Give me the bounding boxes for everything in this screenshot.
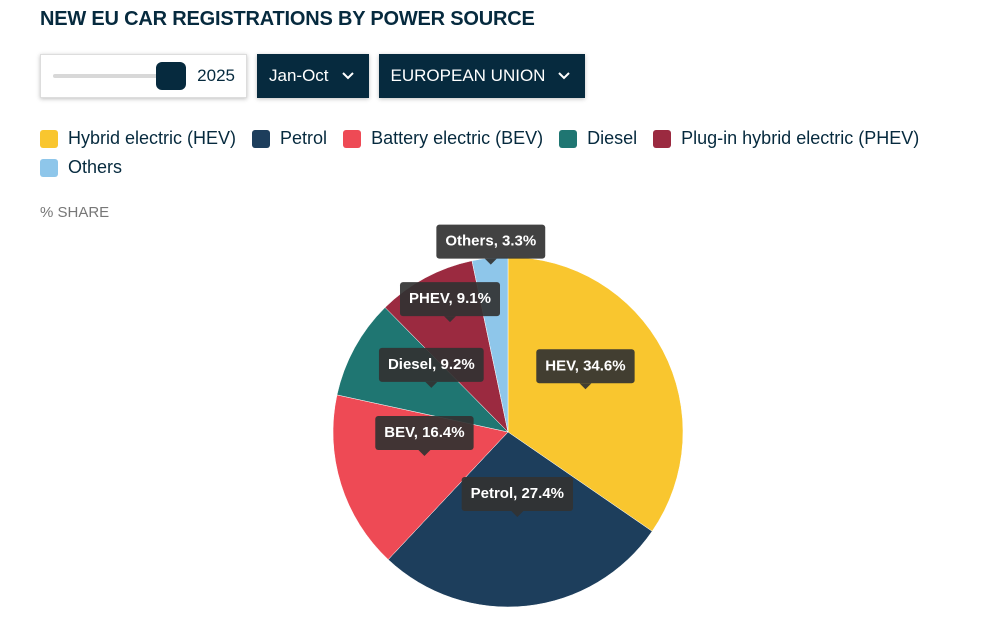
legend-swatch	[252, 129, 271, 148]
label-box	[436, 224, 546, 259]
data-label: PHEV, 9.1%	[399, 282, 500, 323]
legend-label: Petrol	[280, 128, 328, 148]
chevron	[341, 72, 354, 80]
legend-label: Others	[68, 157, 123, 177]
legend-swatch	[343, 129, 362, 148]
period-label: Jan-Oct	[269, 66, 329, 85]
legend-item[interactable]: Others	[40, 157, 122, 178]
legend-label: Plug-in hybrid electric (PHEV)	[681, 128, 920, 148]
data-label: Others, 3.3%	[436, 224, 546, 265]
data-label-text: BEV, 16.4%	[384, 424, 464, 441]
label-box	[536, 349, 635, 384]
pie-slice	[387, 431, 653, 608]
region-label: EUROPEAN UNION	[390, 66, 546, 85]
legend-swatch	[653, 129, 672, 148]
data-label: BEV, 16.4%	[375, 415, 474, 456]
data-label-text: PHEV, 9.1%	[409, 290, 491, 307]
data-label: Diesel, 9.2%	[378, 347, 484, 388]
region-dropdown[interactable]: EUROPEAN UNION	[378, 54, 586, 98]
label-box	[461, 477, 574, 512]
label-pointer	[484, 258, 497, 265]
legend-swatch	[559, 129, 578, 148]
legend-swatch	[40, 129, 58, 148]
label-box	[399, 282, 500, 317]
label-pointer	[579, 383, 592, 390]
data-label-text: Petrol, 27.4%	[471, 485, 564, 502]
year-label: 2025	[197, 66, 235, 85]
pie-slice	[507, 256, 684, 532]
slider-track	[53, 74, 173, 78]
chart-title: NEW EU CAR REGISTRATIONS BY POWER SOURCE	[40, 8, 535, 30]
legend-label: Hybrid electric (HEV)	[68, 128, 237, 148]
data-label-text: HEV, 34.6%	[545, 357, 625, 374]
legend-item[interactable]: Plug-in hybrid electric (PHEV)	[653, 128, 919, 149]
label-pointer	[418, 449, 431, 456]
legend-item[interactable]: Battery electric (BEV)	[343, 128, 543, 149]
period-dropdown[interactable]: Jan-Oct	[257, 54, 369, 98]
legend-item[interactable]: Petrol	[252, 128, 327, 149]
legend-item[interactable]: Hybrid electric (HEV)	[40, 128, 236, 149]
label-pointer	[425, 381, 438, 388]
controls: 2025 Jan-Oct EUROPEAN UNION	[40, 54, 586, 98]
label-pointer	[443, 316, 456, 323]
legend: Hybrid electric (HEV) Petrol Battery elect…	[40, 128, 970, 178]
subtitle: % SHARE	[40, 204, 110, 221]
slider-thumb[interactable]	[156, 62, 186, 90]
legend-item[interactable]: Diesel	[559, 128, 637, 149]
legend-swatch	[40, 158, 58, 177]
legend-label: Diesel	[587, 128, 638, 148]
data-label: Petrol, 27.4%	[461, 477, 574, 518]
chevron	[558, 72, 571, 80]
data-label: HEV, 34.6%	[536, 349, 635, 390]
label-box	[375, 415, 474, 450]
label-box	[378, 347, 484, 382]
year-slider[interactable]: 2025	[40, 54, 247, 98]
data-label-text: Diesel, 9.2%	[388, 356, 475, 373]
label-pointer	[511, 511, 524, 518]
data-label-text: Others, 3.3%	[445, 233, 536, 250]
legend-label: Battery electric (BEV)	[371, 128, 544, 148]
